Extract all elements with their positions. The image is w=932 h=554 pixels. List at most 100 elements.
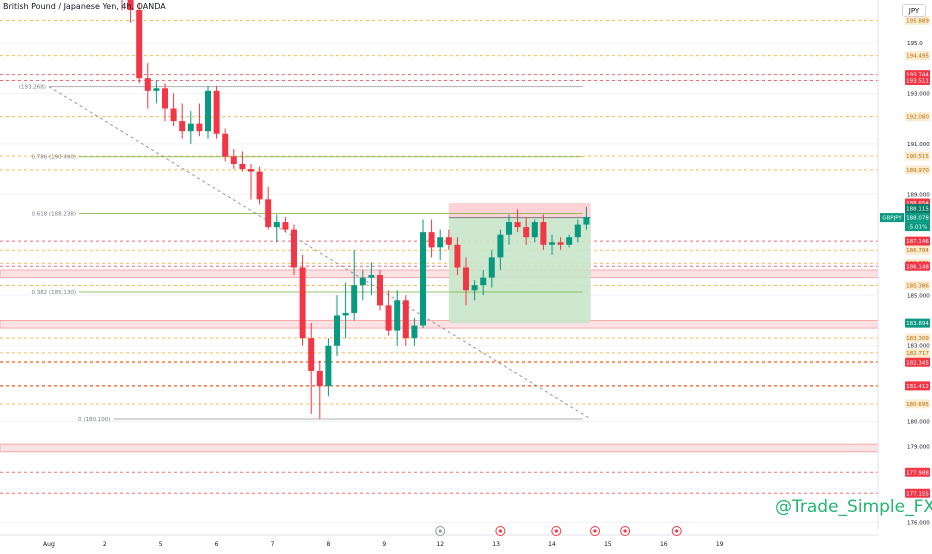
candle: [205, 85, 211, 139]
candle: [179, 103, 186, 139]
candle: [282, 217, 289, 233]
level-price-label-text: 181.412: [906, 384, 929, 390]
candle: [299, 254, 306, 346]
economic-event-icon: [435, 526, 446, 536]
descending-trendline: [48, 86, 591, 420]
candle-body: [531, 222, 538, 238]
level-price-label-bg: [905, 333, 930, 343]
candle: [420, 219, 426, 329]
candle: [480, 270, 487, 296]
event-icon-dot: [593, 529, 597, 533]
candle-body: [583, 217, 590, 225]
time-tick-label: 6: [215, 541, 219, 548]
candle-body: [153, 88, 160, 91]
target-price-label: 183.894: [905, 318, 930, 328]
horizontal-levels: [0, 19, 878, 494]
candle: [463, 257, 469, 306]
candle: [121, 0, 123, 11]
candle-body: [256, 171, 263, 200]
candle: [394, 290, 401, 346]
candle: [230, 148, 237, 170]
price-tick-label: 189.000: [907, 192, 930, 198]
candle-body: [351, 285, 358, 313]
candle: [557, 237, 564, 250]
sr-zone: [0, 443, 879, 453]
candle-body: [179, 121, 186, 132]
event-icon-dot: [498, 529, 502, 533]
level-price-label: 192.080: [905, 112, 930, 122]
candle-body: [385, 305, 392, 331]
time-tick-label: 15: [604, 541, 612, 548]
level-price-label: 185.386: [905, 281, 930, 291]
candle: [256, 166, 263, 205]
candle-body: [540, 222, 547, 245]
level-price-label-bg: [905, 165, 930, 175]
candle-body: [514, 222, 521, 228]
level-price-label-text: 195.889: [906, 18, 929, 24]
candle-body: [230, 156, 237, 165]
fib-label: 0 (180.100): [78, 417, 110, 423]
level-price-label-text: 193.744: [906, 73, 929, 79]
price-tick-label: 176.000: [907, 520, 930, 526]
candle: [342, 282, 349, 339]
trendline: [48, 86, 591, 420]
stop-price-label-text: 188.654: [906, 201, 929, 207]
candle-body: [523, 227, 530, 238]
candle-body: [334, 315, 340, 346]
sr-zone: [0, 269, 879, 279]
currency-button[interactable]: JPY: [902, 4, 926, 17]
candle-body: [359, 277, 366, 286]
candle: [566, 234, 573, 248]
time-tick-label: 2: [103, 541, 107, 548]
candle-body: [471, 285, 478, 291]
candle: [497, 229, 504, 271]
fib-label: 0.382 (185.130): [31, 290, 76, 296]
level-price-label: 193.511: [905, 75, 930, 85]
price-tick-label: 180.000: [907, 419, 930, 425]
candle: [583, 206, 590, 230]
candle: [531, 219, 538, 243]
candle: [377, 270, 383, 311]
candle-body: [273, 222, 280, 228]
candle-body: [170, 108, 177, 122]
event-icon-dot: [623, 529, 627, 533]
short-position-tool: [448, 203, 591, 324]
candle: [351, 249, 358, 321]
candle-body: [574, 224, 581, 238]
level-price-label: 187.146: [905, 236, 930, 246]
fib-label: (193.268): [19, 85, 46, 91]
change-bg: [905, 222, 930, 232]
candle: [402, 295, 409, 346]
candle-body: [265, 199, 272, 228]
symbol-tag-text: GBPJPY: [882, 216, 902, 222]
candle-body: [411, 325, 418, 339]
candle-body: [213, 90, 220, 134]
candle: [454, 237, 461, 276]
level-price-label-bg: [905, 399, 930, 409]
candle-body: [549, 242, 555, 245]
level-price-label-text: 185.386: [906, 284, 929, 290]
level-price-label: 194.495: [905, 51, 930, 61]
candle: [385, 290, 392, 336]
candle-body: [506, 222, 512, 235]
economic-event-icon: [671, 526, 682, 536]
time-tick-label: 12: [436, 541, 444, 548]
candle-body: [437, 237, 444, 248]
level-price-label-bg: [905, 15, 930, 25]
candle: [136, 2, 143, 84]
candle: [471, 280, 478, 301]
level-price-label: 181.412: [905, 381, 930, 391]
level-price-label-text: 186.784: [906, 248, 929, 254]
candle: [222, 128, 229, 162]
current-price-bg: [905, 213, 930, 223]
candle-body: [557, 242, 564, 245]
level-price-label-bg: [905, 467, 930, 477]
fib-label: 0.786 (190.490): [31, 155, 76, 161]
time-tick-label: Aug: [43, 541, 55, 548]
candle: [127, 0, 134, 23]
level-price-label-bg: [905, 112, 930, 122]
economic-event-icon: [590, 526, 600, 536]
event-markers: [435, 526, 682, 536]
candle-body: [445, 237, 452, 245]
